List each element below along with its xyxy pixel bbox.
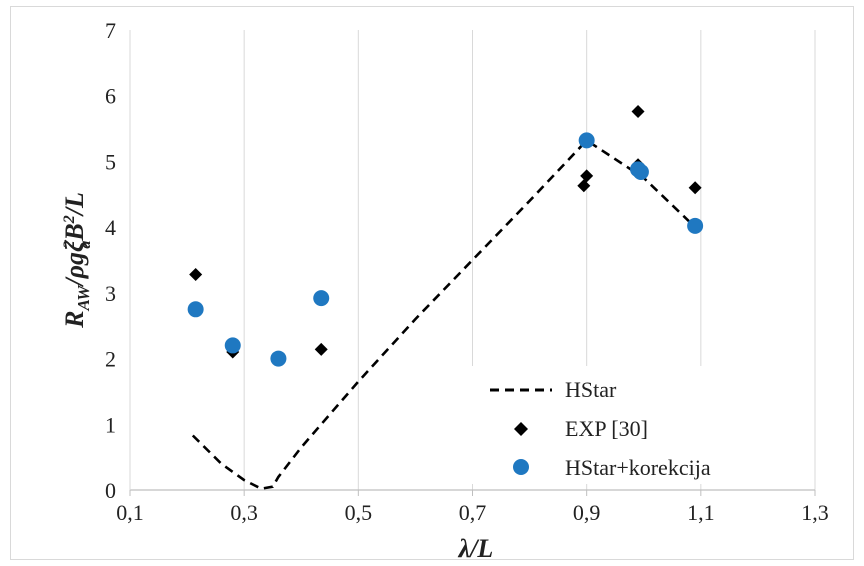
x-tick-label: 0,9 bbox=[573, 500, 601, 525]
exp-point bbox=[314, 342, 328, 356]
legend-hstar-label: HStar bbox=[565, 377, 617, 402]
x-tick-label: 0,5 bbox=[345, 500, 373, 525]
x-tick-label: 1,1 bbox=[687, 500, 715, 525]
corr-point bbox=[224, 337, 241, 354]
x-tick-label: 0,1 bbox=[116, 500, 144, 525]
corr-point bbox=[313, 290, 330, 307]
exp-point bbox=[580, 169, 594, 183]
corr-point bbox=[687, 217, 704, 234]
corr-point bbox=[578, 132, 595, 149]
x-tick-label: 0,7 bbox=[459, 500, 487, 525]
legend-corr-swatch bbox=[513, 459, 529, 475]
exp-point bbox=[631, 104, 645, 118]
chart-frame bbox=[10, 6, 854, 560]
exp-point bbox=[577, 179, 591, 193]
y-tick-label: 2 bbox=[105, 347, 116, 372]
y-tick-labels: 0 1 2 3 4 5 6 7 bbox=[105, 18, 116, 503]
y-tick-label: 1 bbox=[105, 412, 116, 437]
legend-exp-label: EXP [30] bbox=[565, 416, 648, 441]
x-tick-label: 1,3 bbox=[801, 500, 829, 525]
y-tick-label: 4 bbox=[105, 215, 116, 240]
x-axis-title: λ/L bbox=[458, 534, 494, 563]
exp-point bbox=[189, 267, 203, 281]
legend-exp-swatch bbox=[514, 422, 528, 436]
y-axis-title: RAW/ρgζ2aB2/L bbox=[60, 192, 94, 329]
y-tick-label: 6 bbox=[105, 84, 116, 109]
corr-point bbox=[270, 350, 287, 367]
x-axis bbox=[129, 30, 816, 496]
y-tick-label: 0 bbox=[105, 478, 116, 503]
x-tick-labels: 0,1 0,3 0,5 0,7 0,9 1,1 1,3 bbox=[116, 500, 829, 525]
y-tick-label: 3 bbox=[105, 281, 116, 306]
series-layer bbox=[187, 104, 704, 491]
corr-point bbox=[187, 301, 204, 318]
legend: HStar EXP [30] HStar+korekcija bbox=[454, 366, 814, 484]
y-tick-label: 7 bbox=[105, 18, 116, 43]
x-tick-label: 0,3 bbox=[230, 500, 258, 525]
exp-point bbox=[688, 181, 702, 195]
y-tick-label: 5 bbox=[105, 149, 116, 174]
legend-corr-label: HStar+korekcija bbox=[565, 455, 711, 480]
corr-point bbox=[632, 163, 649, 180]
